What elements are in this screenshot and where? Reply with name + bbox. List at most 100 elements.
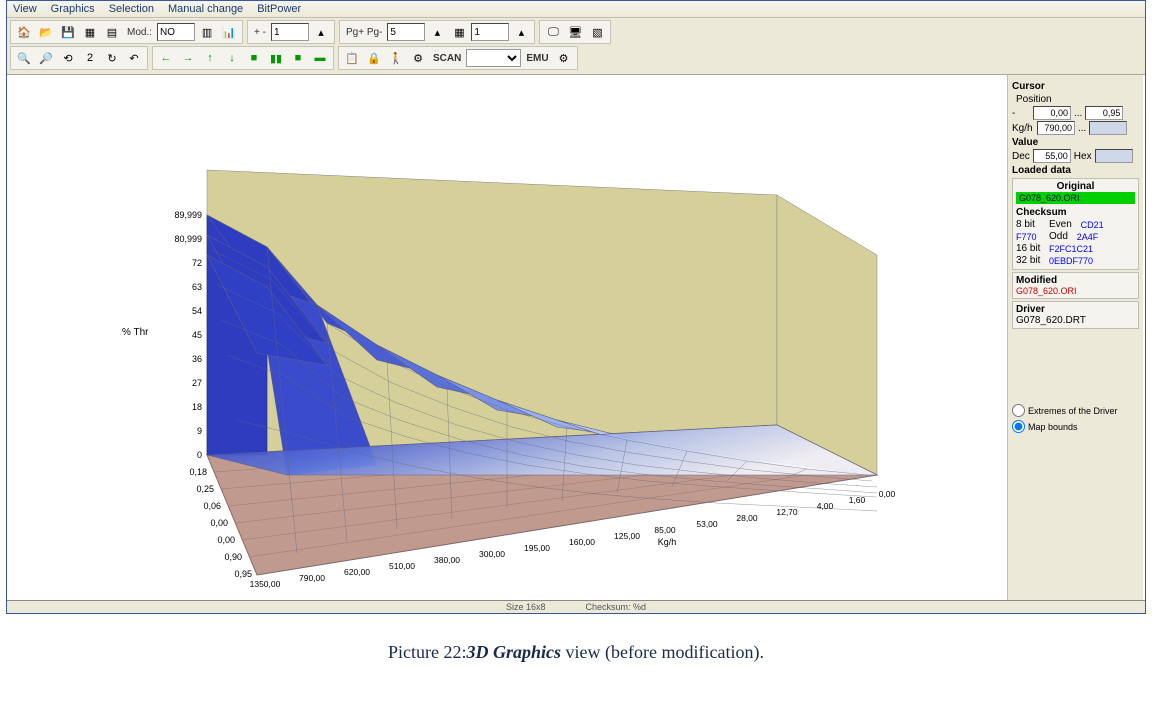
spin-up-icon[interactable]: ▴ xyxy=(311,22,331,42)
toolbars: 🏠 📂 💾 ▦ ▤ Mod.: ▥ 📊 + - ▴ Pg+ Pg- ▴ ▦ ▴ … xyxy=(7,18,1145,74)
mod-input[interactable] xyxy=(157,23,195,41)
svg-text:45: 45 xyxy=(192,330,202,340)
lock-icon[interactable]: 🔒 xyxy=(364,48,384,68)
loaded-title: Loaded data xyxy=(1012,165,1139,176)
emu-gear-icon[interactable]: ⚙ xyxy=(554,48,574,68)
arrow-up-icon[interactable]: ↑ xyxy=(200,48,220,68)
side-panel: Cursor Position - ... Kg/h ... Value Dec… xyxy=(1007,75,1143,600)
menu-graphics[interactable]: Graphics xyxy=(51,3,95,15)
svg-text:0,00: 0,00 xyxy=(217,535,235,545)
original-label: Original xyxy=(1016,181,1135,192)
hex-field[interactable] xyxy=(1095,149,1133,163)
table-icon[interactable]: ▤ xyxy=(102,22,122,42)
svg-text:0,18: 0,18 xyxy=(189,467,207,477)
menu-selection[interactable]: Selection xyxy=(109,3,154,15)
scan-select[interactable] xyxy=(466,49,521,67)
gear-icon[interactable]: ⚙ xyxy=(408,48,428,68)
display2-icon[interactable]: 🖥 xyxy=(565,22,585,42)
kgh-field[interactable] xyxy=(1037,121,1075,135)
pos1-field[interactable] xyxy=(1033,106,1071,120)
svg-text:27: 27 xyxy=(192,378,202,388)
spin3-icon[interactable]: ▴ xyxy=(511,22,531,42)
svg-text:0,90: 0,90 xyxy=(224,552,242,562)
svg-text:790,00: 790,00 xyxy=(299,573,325,583)
spin2-icon[interactable]: ▴ xyxy=(427,22,447,42)
open-icon[interactable]: 📂 xyxy=(36,22,56,42)
svg-text:125,00: 125,00 xyxy=(614,531,640,541)
save-icon[interactable]: 💾 xyxy=(58,22,78,42)
pos2-field[interactable] xyxy=(1085,106,1123,120)
block-icon[interactable]: ▬ xyxy=(310,48,330,68)
modified-file: G078_620.ORI xyxy=(1016,286,1135,296)
pm-label: + - xyxy=(251,27,269,38)
walk-icon[interactable]: 🚶 xyxy=(386,48,406,68)
svg-text:0,00: 0,00 xyxy=(879,489,896,499)
refresh-icon[interactable]: ↻ xyxy=(102,48,122,68)
svg-text:85,00: 85,00 xyxy=(654,525,676,535)
step-input[interactable] xyxy=(471,23,509,41)
dec-field[interactable] xyxy=(1033,149,1071,163)
figure-caption: Picture 22:3D Graphics view (before modi… xyxy=(0,642,1152,663)
cursor-title: Cursor xyxy=(1012,81,1139,92)
clip-icon[interactable]: 📋 xyxy=(342,48,362,68)
display3-icon[interactable]: ▧ xyxy=(587,22,607,42)
grid2-icon[interactable]: ▦ xyxy=(449,22,469,42)
svg-text:510,00: 510,00 xyxy=(389,561,415,571)
emu-label: EMU xyxy=(523,53,551,64)
svg-text:54: 54 xyxy=(192,306,202,316)
zoom-out-icon[interactable]: 🔎 xyxy=(36,48,56,68)
home-icon[interactable]: 🏠 xyxy=(14,22,34,42)
arrow-down-icon[interactable]: ↓ xyxy=(222,48,242,68)
arrow-right-icon[interactable]: → xyxy=(178,48,198,68)
zoom-in-icon[interactable]: 🔍 xyxy=(14,48,34,68)
menubar: View Graphics Selection Manual change Bi… xyxy=(7,1,1145,18)
svg-text:53,00: 53,00 xyxy=(696,519,718,529)
pg-input[interactable] xyxy=(387,23,425,41)
layout-icon[interactable]: ▥ xyxy=(197,22,217,42)
hex-label: Hex xyxy=(1074,151,1092,162)
dec-label: Dec xyxy=(1012,151,1030,162)
modified-label: Modified xyxy=(1016,275,1135,286)
svg-text:36: 36 xyxy=(192,354,202,364)
kgh-label: Kg/h xyxy=(1012,123,1034,134)
svg-text:0,95: 0,95 xyxy=(234,569,252,579)
radio-extremes[interactable]: Extremes of the Driver xyxy=(1012,404,1139,417)
svg-text:620,00: 620,00 xyxy=(344,567,370,577)
svg-text:80,999: 80,999 xyxy=(174,234,202,244)
ztick: 89,999 xyxy=(174,210,202,220)
app-window: View Graphics Selection Manual change Bi… xyxy=(0,0,1152,702)
display1-icon[interactable]: 🖵 xyxy=(543,22,563,42)
menu-view[interactable]: View xyxy=(13,3,37,15)
status-size: Size 16x8 xyxy=(506,602,546,612)
svg-text:195,00: 195,00 xyxy=(524,543,550,553)
rec-icon[interactable]: ■ xyxy=(288,48,308,68)
driver-label: Driver xyxy=(1016,304,1135,315)
svg-text:0: 0 xyxy=(197,450,202,460)
radio-map-bounds[interactable]: Map bounds xyxy=(1012,420,1139,433)
pm-input[interactable] xyxy=(271,23,309,41)
undo-icon[interactable]: ↶ xyxy=(124,48,144,68)
menu-bitpower[interactable]: BitPower xyxy=(257,3,301,15)
stop-icon[interactable]: ▮▮ xyxy=(266,48,286,68)
z-axis-label: % Thr xyxy=(122,327,149,338)
chart-icon[interactable]: 📊 xyxy=(219,22,239,42)
svg-text:0,00: 0,00 xyxy=(210,518,228,528)
status-checksum: Checksum: %d xyxy=(586,602,647,612)
kgh2-field[interactable] xyxy=(1089,121,1127,135)
3d-chart[interactable]: 89,999 80,999 72 63 54 45 36 27 18 9 0 %… xyxy=(7,75,1007,600)
grid-icon[interactable]: ▦ xyxy=(80,22,100,42)
scan-label: SCAN xyxy=(430,53,464,64)
zoom-reset-icon[interactable]: ⟲ xyxy=(58,48,78,68)
x-axis-label: Kg/h xyxy=(658,537,677,547)
svg-text:160,00: 160,00 xyxy=(569,537,595,547)
svg-text:18: 18 xyxy=(192,402,202,412)
arrow-left-icon[interactable]: ← xyxy=(156,48,176,68)
menu-manual-change[interactable]: Manual change xyxy=(168,3,243,15)
position-label: Position xyxy=(1016,94,1139,105)
svg-text:63: 63 xyxy=(192,282,202,292)
original-file[interactable]: G078_620.ORI xyxy=(1016,192,1135,204)
num2-icon[interactable]: 2 xyxy=(80,48,100,68)
play-icon[interactable]: ■ xyxy=(244,48,264,68)
svg-text:4,00: 4,00 xyxy=(817,501,834,511)
svg-text:1350,00: 1350,00 xyxy=(250,579,281,589)
